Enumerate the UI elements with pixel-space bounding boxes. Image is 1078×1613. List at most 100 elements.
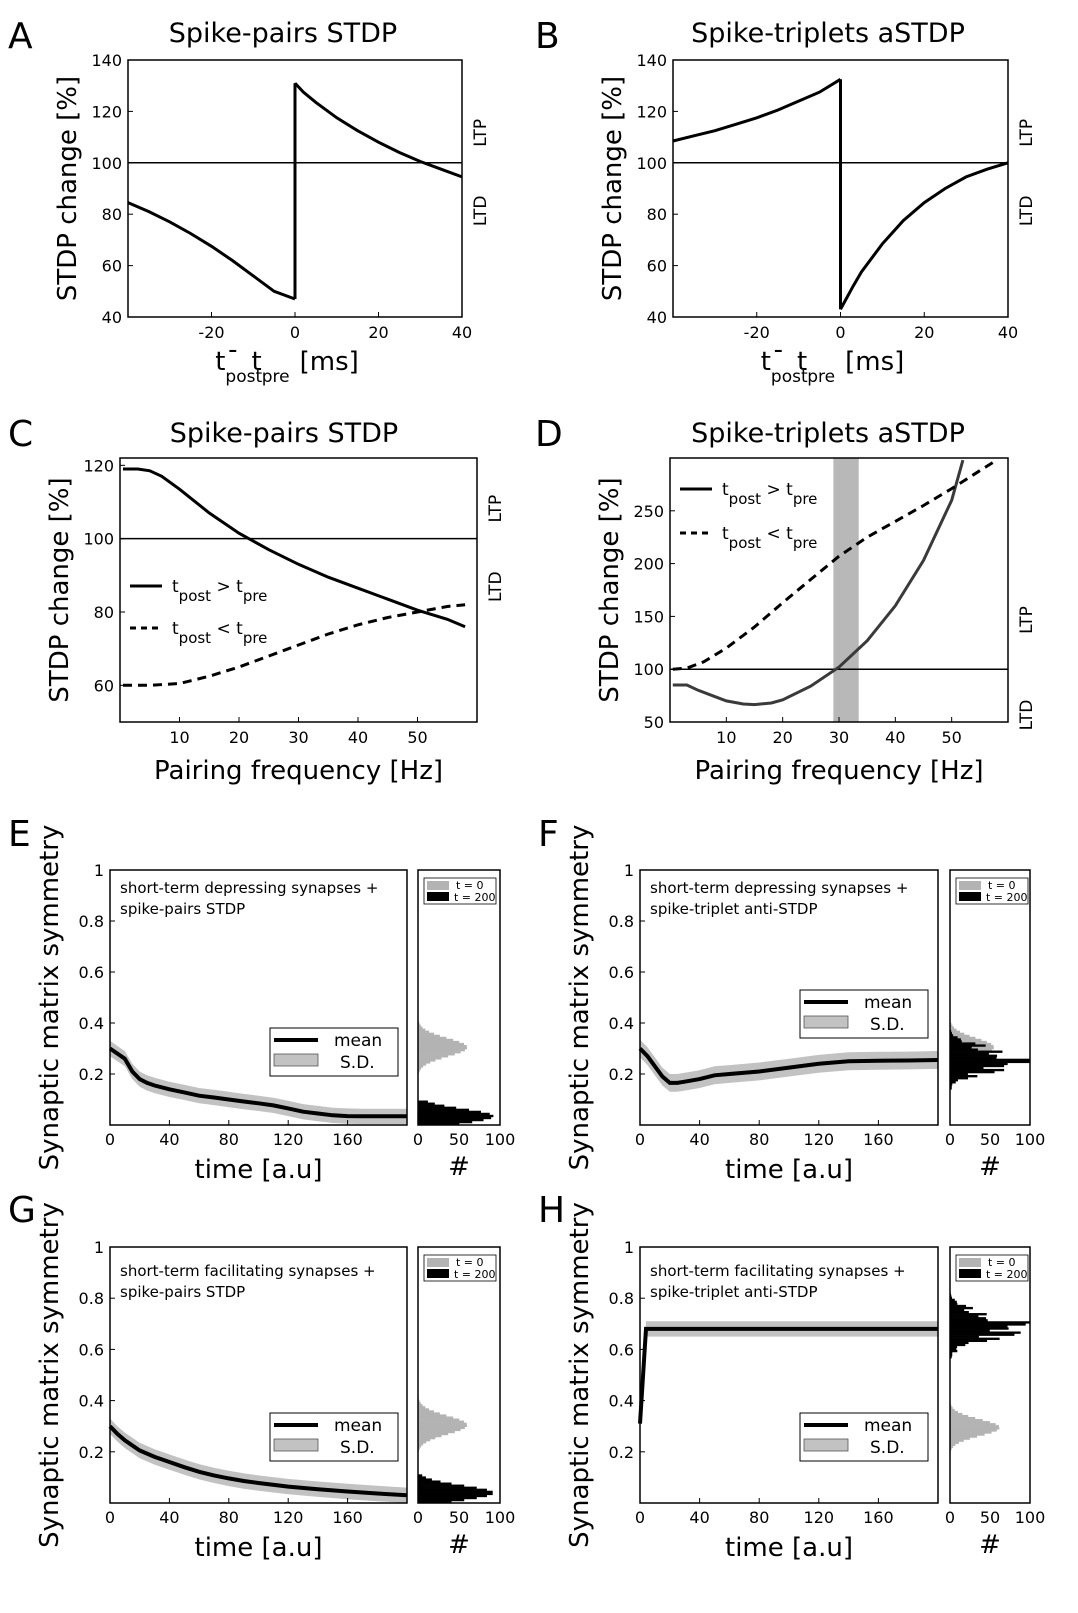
hist-bar-t200 — [950, 1038, 961, 1041]
hist-bar-t0 — [418, 1051, 461, 1054]
hist-bar-t0 — [418, 1406, 426, 1409]
hist-bar-t0 — [418, 1026, 423, 1029]
y-tick-label: 0.8 — [609, 1289, 634, 1308]
panel-label: F — [538, 814, 559, 855]
hist-bar-t0 — [418, 1044, 467, 1048]
x-tick-label: -20 — [198, 323, 224, 342]
hist-legend-swatch-t0 — [959, 1258, 981, 1267]
x-tick-label: 30 — [829, 728, 849, 747]
hist-x-label: # — [448, 1152, 470, 1182]
series-line-2 — [672, 458, 998, 671]
hist-bar-t200 — [950, 1052, 989, 1055]
plot-frame — [639, 1246, 939, 1504]
hist-bar-t200 — [950, 1339, 988, 1343]
panel-g: 0 40 80 120 160 0.2 0.4 0.6 0.8 1 G Synaptic matrix… — [8, 1190, 515, 1563]
hist-bar-t0 — [950, 1435, 978, 1438]
hist-bar-t0 — [950, 1046, 994, 1050]
y-tick-label: 100 — [83, 530, 114, 549]
hist-bar-t200 — [950, 1351, 953, 1355]
hist-bar-t200 — [418, 1486, 477, 1489]
hist-bar-t200 — [950, 1337, 1000, 1340]
hist-bar-t200 — [950, 1298, 955, 1302]
hist-x-tick-label: 0 — [945, 1130, 955, 1149]
y-tick-label: 50 — [644, 713, 664, 732]
hist-bar-t200 — [950, 1060, 1030, 1064]
legend-mean-label: mean — [334, 1031, 382, 1051]
hist-bar-t200 — [950, 1354, 953, 1357]
annotation-line-1: short-term depressing synapses + — [650, 879, 908, 897]
y-tick-label: 120 — [83, 456, 114, 475]
panel-d: 10 20 30 40 50 50 100 150 200 250 LTP LTD D Spike-tri… — [535, 414, 1037, 786]
hist-bar-t200 — [950, 1329, 990, 1332]
hist-bar-t0 — [418, 1436, 436, 1440]
hist-bar-t0 — [418, 1057, 442, 1060]
hist-x-tick-label: 100 — [485, 1130, 516, 1149]
y-tick-label: 80 — [647, 205, 667, 224]
hist-x-label: # — [448, 1530, 470, 1560]
legend-mean-label: mean — [334, 1416, 382, 1436]
hist-bar-t0 — [418, 1022, 420, 1025]
annotation-line-2: spike-pairs STDP — [120, 900, 245, 918]
hist-bar-t0 — [418, 1424, 468, 1428]
x-tick-label: 0 — [635, 1130, 645, 1149]
hist-legend-label-t0: t = 0 — [456, 879, 484, 892]
label-sub2: pre — [262, 367, 290, 387]
hist-bar-t200 — [418, 1116, 492, 1120]
series-line-2 — [293, 82, 463, 179]
hist-bar-t200 — [950, 1062, 1008, 1066]
hist-bar-t0 — [950, 1028, 957, 1031]
x-tick-label: 0 — [105, 1508, 115, 1527]
hist-bar-t0 — [418, 1422, 467, 1425]
legend-op: > — [761, 480, 786, 500]
legend-sd-swatch — [273, 1438, 319, 1452]
hist-bar-t200 — [950, 1040, 962, 1043]
legend-t1: t — [172, 577, 179, 597]
y-tick-label: 100 — [636, 154, 667, 173]
label-unit: [ms] — [845, 347, 904, 377]
hist-bar-t0 — [950, 1427, 1000, 1430]
plot-frame — [639, 869, 939, 1126]
series-line-1 — [127, 201, 296, 301]
y-tick-label: 1 — [624, 1238, 634, 1257]
hist-frame — [417, 1246, 501, 1504]
panel-c: 10 20 30 40 50 60 80 100 120 LTP LTD C Spike-pairs S… — [8, 414, 506, 786]
hist-bar-t200 — [950, 1306, 973, 1310]
legend-sd-swatch — [803, 1438, 849, 1452]
hist-x-tick-label: 0 — [945, 1508, 955, 1527]
hist-legend-label-t0: t = 0 — [988, 879, 1016, 892]
hist-bar-t200 — [950, 1333, 1015, 1336]
legend-sd-label: S.D. — [870, 1015, 905, 1035]
y-tick-label: 40 — [102, 308, 122, 327]
y-tick-label: 150 — [633, 607, 664, 626]
hist-bar-t0 — [950, 1030, 960, 1033]
hist-bar-t200 — [950, 1081, 956, 1084]
x-tick-label: 50 — [941, 728, 961, 747]
y-tick-label: 140 — [91, 51, 122, 70]
hist-legend-label-t200: t = 200 — [454, 1268, 496, 1281]
hist-bar-t200 — [950, 1349, 958, 1353]
ltd-label: LTD — [471, 195, 491, 226]
hist-bar-t200 — [418, 1484, 465, 1487]
hist-bar-t200 — [950, 1072, 968, 1076]
x-tick-label: 40 — [689, 1508, 709, 1527]
hist-bar-t200 — [950, 1341, 969, 1345]
hist-bar-t200 — [950, 1331, 1021, 1334]
hist-bar-t0 — [418, 1430, 455, 1434]
y-tick-label: 0.2 — [79, 1065, 104, 1084]
x-tick-label: 0 — [290, 323, 300, 342]
hist-bar-t0 — [418, 1038, 454, 1042]
y-tick-label: 60 — [647, 257, 667, 276]
x-tick-label: 20 — [772, 728, 792, 747]
x-tick-label: 40 — [159, 1508, 179, 1527]
hist-bar-t200 — [950, 1079, 958, 1082]
y-tick-label: 0.8 — [79, 912, 104, 931]
legend-t1: t — [172, 619, 179, 639]
hist-bar-t200 — [418, 1498, 465, 1502]
hist-bar-t200 — [418, 1108, 470, 1112]
hist-bar-t0 — [950, 1412, 963, 1416]
x-tick-label: 40 — [885, 728, 905, 747]
hist-bar-t0 — [950, 1024, 953, 1027]
x-tick-label: 80 — [219, 1508, 239, 1527]
legend-op: < — [211, 619, 236, 639]
hist-bar-t200 — [418, 1474, 423, 1477]
